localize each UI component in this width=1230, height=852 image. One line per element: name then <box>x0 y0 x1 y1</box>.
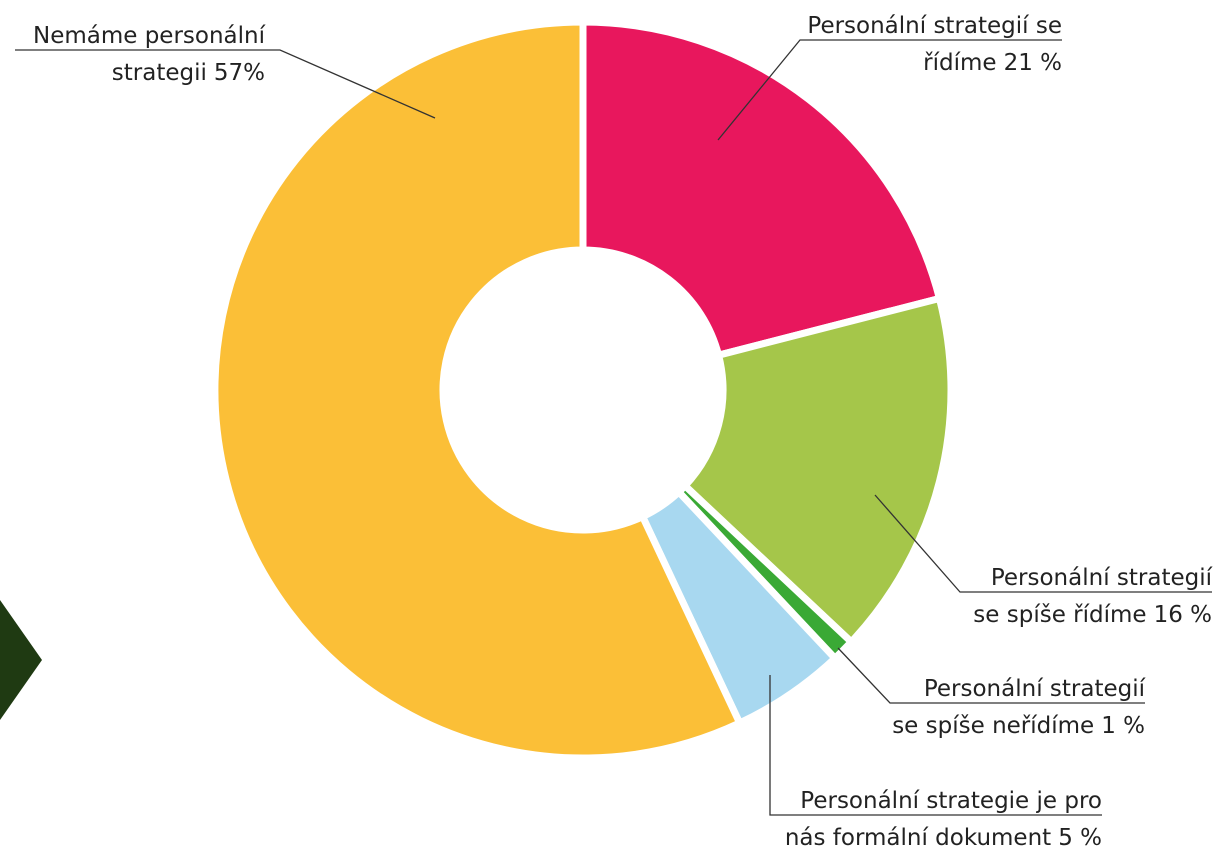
donut-segment <box>211 18 745 762</box>
label-text: strategii <box>112 60 207 86</box>
label-line: Personální strategií se <box>807 13 1062 39</box>
label-line: nás formální dokument 5 % <box>785 825 1102 851</box>
label-line: Personální strategie je pro <box>800 788 1102 814</box>
label-line: se spíše řídíme 16 % <box>973 602 1212 628</box>
donut-segment <box>579 18 944 360</box>
donut-segment <box>680 294 955 647</box>
value-label: 57% <box>214 60 265 86</box>
label-text: nás formální dokument <box>785 825 1051 851</box>
label-line: Nemáme personální <box>33 23 266 49</box>
label-line: Personální strategií <box>924 676 1146 702</box>
leader-line <box>15 49 436 119</box>
value-label: 16 % <box>1154 602 1212 628</box>
value-label: 1 % <box>1101 713 1145 739</box>
label-text: řídíme <box>923 50 996 76</box>
value-label: 5 % <box>1058 825 1102 851</box>
decor-arrow <box>0 600 42 720</box>
leader-line <box>769 675 1102 816</box>
label-text: se spíše řídíme <box>973 602 1146 628</box>
label-line: se spíše neřídíme 1 % <box>892 713 1145 739</box>
value-label: 21 % <box>1004 50 1062 76</box>
label-line: strategii 57% <box>112 60 265 86</box>
label-line: Personální strategií <box>991 565 1213 591</box>
leader-line <box>717 39 1062 141</box>
leader-line <box>837 647 1145 704</box>
label-text: se spíše neřídíme <box>892 713 1094 739</box>
leader-line <box>874 494 1212 593</box>
label-line: řídíme 21 % <box>923 50 1062 76</box>
